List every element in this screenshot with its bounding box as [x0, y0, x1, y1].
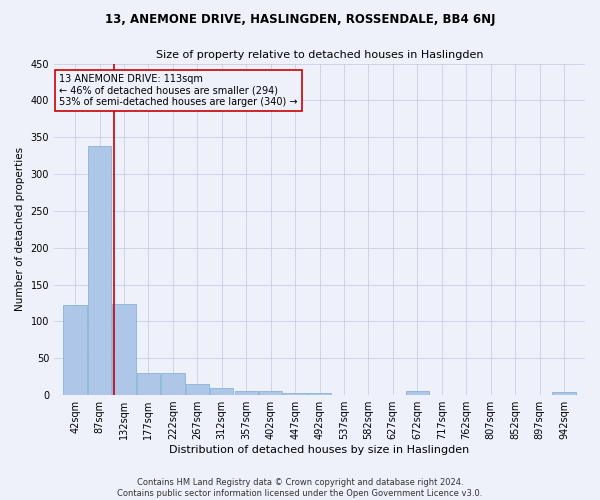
Bar	[137, 373, 160, 395]
Text: 13 ANEMONE DRIVE: 113sqm
← 46% of detached houses are smaller (294)
53% of semi-: 13 ANEMONE DRIVE: 113sqm ← 46% of detach…	[59, 74, 298, 106]
Bar	[406, 392, 429, 395]
Bar	[235, 390, 258, 395]
Bar	[283, 393, 307, 395]
Bar	[64, 305, 87, 395]
Title: Size of property relative to detached houses in Haslingden: Size of property relative to detached ho…	[156, 50, 483, 60]
Text: 13, ANEMONE DRIVE, HASLINGDEN, ROSSENDALE, BB4 6NJ: 13, ANEMONE DRIVE, HASLINGDEN, ROSSENDAL…	[105, 12, 495, 26]
Bar	[161, 373, 185, 395]
Bar	[259, 392, 283, 395]
X-axis label: Distribution of detached houses by size in Haslingden: Distribution of detached houses by size …	[169, 445, 470, 455]
Bar	[308, 393, 331, 395]
Bar	[552, 392, 575, 395]
Bar	[210, 388, 233, 395]
Text: Contains HM Land Registry data © Crown copyright and database right 2024.
Contai: Contains HM Land Registry data © Crown c…	[118, 478, 482, 498]
Bar	[112, 304, 136, 395]
Y-axis label: Number of detached properties: Number of detached properties	[15, 148, 25, 312]
Bar	[88, 146, 111, 395]
Bar	[185, 384, 209, 395]
